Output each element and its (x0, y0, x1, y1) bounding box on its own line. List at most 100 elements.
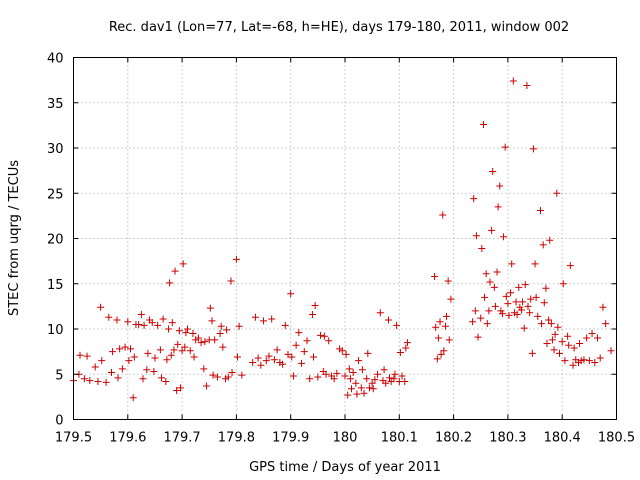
data-point (235, 322, 243, 330)
data-point (524, 302, 532, 310)
data-point (288, 353, 296, 361)
data-point (181, 343, 189, 351)
data-point (512, 298, 520, 306)
data-point (257, 361, 265, 369)
x-tick-label: 179.6 (109, 431, 146, 446)
data-point (91, 363, 99, 371)
data-point (184, 325, 192, 333)
y-tick-label: 25 (47, 187, 64, 202)
x-tick-label: 179.8 (218, 431, 255, 446)
data-point (433, 355, 441, 363)
data-point (403, 339, 411, 347)
data-point (265, 352, 273, 360)
data-point (201, 338, 209, 346)
data-point (325, 337, 333, 345)
data-point (197, 339, 205, 347)
data-point (479, 120, 487, 128)
data-point (94, 377, 102, 385)
data-point (108, 368, 116, 376)
data-point (526, 309, 534, 317)
data-point (168, 319, 176, 327)
data-point (558, 338, 566, 346)
data-point (440, 347, 448, 355)
y-tick-label: 10 (47, 323, 64, 338)
data-point (144, 349, 152, 357)
data-point (342, 350, 350, 358)
data-point (289, 372, 297, 380)
data-point (559, 280, 567, 288)
data-point (249, 358, 257, 366)
data-point (173, 387, 181, 395)
data-point (178, 347, 186, 355)
data-point (488, 226, 496, 234)
y-tick-label: 40 (47, 52, 64, 67)
data-point (130, 353, 138, 361)
data-point (439, 211, 447, 219)
x-tick-label: 179.5 (55, 431, 92, 446)
data-point (268, 315, 276, 323)
data-point (86, 377, 94, 385)
data-point (179, 260, 187, 268)
data-point (540, 299, 548, 307)
data-point (536, 206, 544, 214)
data-point (401, 377, 409, 385)
grid (73, 57, 617, 420)
data-point (478, 244, 486, 252)
data-points (70, 77, 615, 402)
data-point (485, 307, 493, 315)
data-point (531, 260, 539, 268)
data-point (565, 341, 573, 349)
data-point (585, 357, 593, 365)
y-tick-label: 30 (47, 142, 64, 157)
data-point (550, 346, 558, 354)
data-point (386, 374, 394, 382)
x-tick-label: 180.1 (381, 431, 418, 446)
data-point (546, 236, 554, 244)
data-point (151, 354, 159, 362)
data-point (515, 283, 523, 291)
data-point (509, 77, 517, 85)
data-point (607, 347, 615, 355)
data-point (369, 385, 377, 393)
data-point (529, 145, 537, 153)
data-point (431, 273, 439, 281)
data-point (83, 352, 91, 360)
data-point (384, 316, 392, 324)
y-tick-label: 35 (47, 97, 64, 112)
data-point (365, 384, 373, 392)
data-point (576, 339, 584, 347)
data-point (432, 323, 440, 331)
data-point (501, 143, 509, 151)
data-point (498, 310, 506, 318)
data-point (170, 346, 178, 354)
data-point (602, 320, 610, 328)
data-point (554, 323, 562, 331)
data-point (363, 375, 371, 383)
data-point (341, 372, 349, 380)
data-point (163, 356, 171, 364)
data-point (527, 295, 535, 303)
data-point (534, 312, 542, 320)
data-point (175, 327, 183, 335)
data-point (219, 343, 227, 351)
data-point (489, 168, 497, 176)
data-point (591, 358, 599, 366)
data-point (105, 313, 113, 321)
data-point (284, 350, 292, 358)
data-point (171, 267, 179, 275)
data-point (125, 357, 133, 365)
data-point (232, 255, 240, 263)
data-point (376, 309, 384, 317)
data-point (368, 379, 376, 387)
data-point (364, 349, 372, 357)
data-point (279, 360, 287, 368)
data-point (538, 320, 546, 328)
data-point (494, 203, 502, 211)
data-point (472, 232, 480, 240)
data-point (346, 375, 354, 383)
y-tick-label: 5 (55, 368, 63, 383)
data-point (182, 329, 190, 337)
data-point (162, 377, 170, 385)
data-point (532, 293, 540, 301)
data-point (228, 368, 236, 376)
